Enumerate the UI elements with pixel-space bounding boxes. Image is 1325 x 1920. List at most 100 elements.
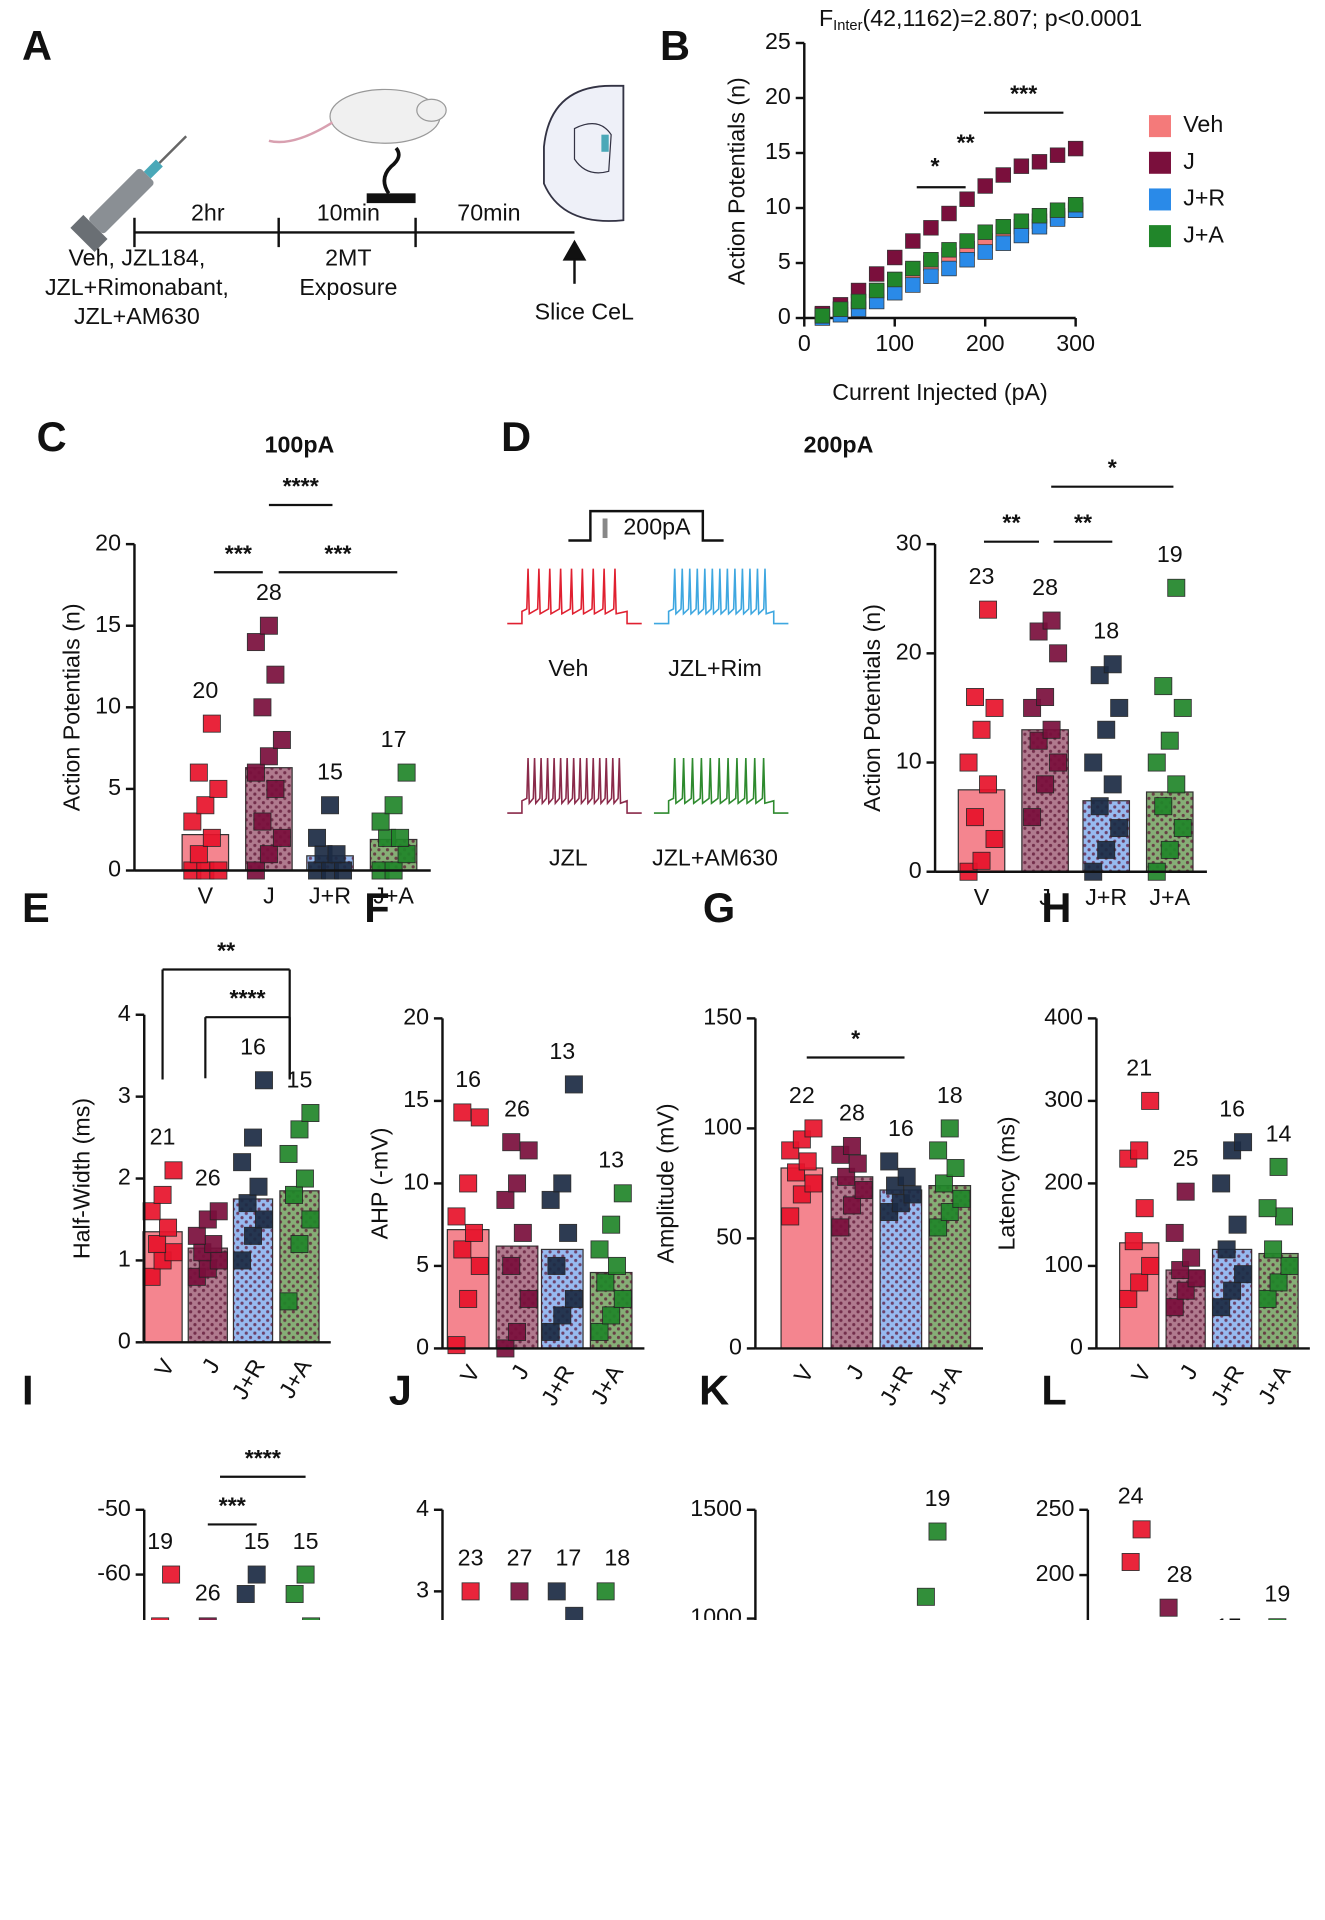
data-point: [1182, 1248, 1201, 1267]
data-point: [1031, 208, 1048, 224]
y-tick-label: -50: [97, 1495, 131, 1521]
x-tick-label: 300: [1056, 330, 1095, 356]
data-point: [384, 796, 403, 815]
data-point: [1173, 819, 1192, 838]
data-point: [148, 1235, 167, 1254]
data-point: [607, 1256, 626, 1275]
data-point: [887, 285, 903, 301]
significance-label: **: [1074, 510, 1093, 536]
y-tick-label: 0: [108, 856, 121, 882]
y-axis-label: Latency (ms): [994, 1116, 1020, 1250]
n-label: 18: [1093, 618, 1119, 644]
y-axis-label: Action Potentials (n): [723, 77, 749, 285]
panel-label: L: [1041, 1367, 1066, 1414]
n-label: 16: [888, 1115, 914, 1141]
data-point: [1110, 698, 1129, 717]
data-point: [510, 1582, 529, 1601]
y-tick-label: 100: [703, 1114, 742, 1140]
voltage-trace: [507, 568, 642, 625]
significance-label: ****: [229, 985, 266, 1011]
y-tick-label: 2: [118, 1164, 131, 1190]
data-point: [1121, 1553, 1140, 1571]
y-axis-label: Half-Width (ms): [68, 1098, 94, 1259]
data-point: [1275, 1207, 1294, 1226]
data-point: [209, 1202, 228, 1221]
data-point: [397, 763, 416, 782]
x-tick-label: J+A: [1253, 1360, 1296, 1409]
data-point: [941, 242, 957, 258]
y-tick-label: 3: [416, 1577, 429, 1603]
n-label: 23: [458, 1545, 484, 1571]
n-label: 24: [1118, 1483, 1144, 1509]
data-point: [1165, 1223, 1184, 1242]
data-point: [290, 1120, 309, 1139]
chart-title: 100pA: [265, 431, 335, 457]
data-point: [596, 1582, 615, 1601]
voltage-trace: [653, 568, 789, 625]
data-point: [1280, 1256, 1299, 1275]
n-label: 15: [317, 759, 343, 785]
data-point: [259, 616, 278, 635]
x-tick-label: J: [841, 1361, 869, 1384]
x-tick-label: 0: [798, 330, 811, 356]
legend-label: J: [1183, 148, 1195, 174]
significance-label: *: [851, 1026, 861, 1052]
data-point: [1228, 1215, 1247, 1234]
data-point: [308, 828, 327, 847]
data-point: [187, 1226, 206, 1245]
data-point: [1147, 753, 1166, 772]
n-label: 28: [839, 1099, 865, 1125]
panel-label: A: [22, 22, 52, 69]
y-tick-label: 100: [1044, 1251, 1083, 1277]
y-tick-label: -60: [97, 1560, 131, 1586]
data-point: [1124, 1232, 1143, 1251]
interval-label: 70min: [457, 199, 520, 225]
x-tick-label: J: [263, 883, 275, 909]
title-part: F: [819, 5, 833, 31]
data-point: [553, 1306, 572, 1325]
significance-label: *: [1108, 455, 1118, 481]
y-axis-label: Action Potentials (n): [58, 603, 84, 811]
data-point: [848, 1154, 867, 1173]
data-point: [279, 1144, 298, 1163]
x-tick-label: V: [789, 1360, 820, 1387]
n-label: 18: [937, 1082, 963, 1108]
data-point: [508, 1322, 527, 1341]
n-label: 16: [455, 1066, 481, 1092]
data-point: [966, 808, 985, 827]
y-tick-label: 5: [416, 1251, 429, 1277]
data-point: [985, 829, 1004, 848]
y-tick-label: 15: [95, 611, 121, 637]
data-point: [1130, 1273, 1149, 1292]
y-tick-label: 10: [765, 193, 791, 219]
data-point: [301, 1210, 320, 1229]
data-point: [296, 1565, 315, 1584]
data-point: [164, 1161, 183, 1180]
legend-swatch: [1148, 151, 1171, 174]
significance-label: ****: [245, 1445, 282, 1471]
significance-label: **: [957, 130, 976, 156]
data-point: [470, 1108, 489, 1127]
data-point: [1036, 688, 1055, 707]
data-point: [236, 1585, 255, 1603]
n-label: 23: [969, 563, 995, 589]
data-point: [1049, 753, 1068, 772]
interval-label: 10min: [317, 199, 380, 225]
data-point: [202, 714, 221, 733]
y-tick-label: 5: [778, 248, 791, 274]
trace-label: JZL+Rim: [668, 655, 762, 681]
data-point: [1084, 753, 1103, 772]
data-point: [1167, 775, 1186, 794]
data-point: [905, 277, 921, 293]
data-point: [266, 665, 285, 684]
data-point: [559, 1223, 578, 1242]
panel-label: I: [22, 1367, 34, 1414]
data-point: [1023, 808, 1042, 827]
n-label: 15: [244, 1528, 270, 1554]
trace-label: Veh: [548, 655, 588, 681]
y-tick-label: 4: [118, 1000, 131, 1026]
data-point: [880, 1152, 899, 1171]
data-point: [447, 1336, 466, 1355]
data-point: [941, 205, 957, 222]
chart-title: FInter(42,1162)=2.807; p<0.0001: [819, 5, 1142, 34]
